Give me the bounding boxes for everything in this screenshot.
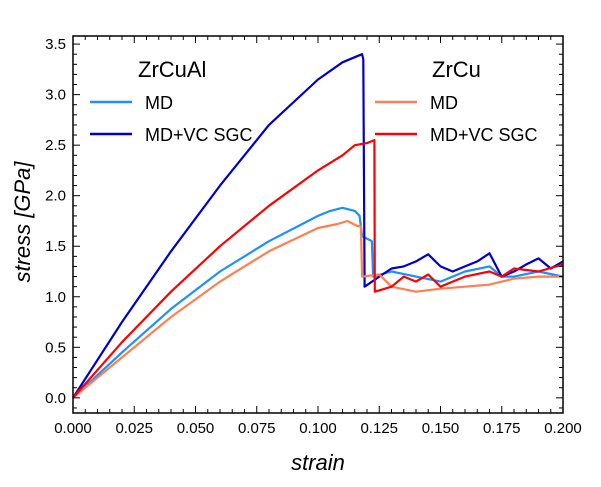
legend-title-zrcu: ZrCu: [432, 57, 481, 82]
y-tick-label: 1.0: [45, 289, 66, 306]
x-tick-label: 0.175: [483, 420, 521, 437]
x-tick-label: 0.150: [422, 420, 460, 437]
legend-label-zrcu-vc: MD+VC SGC: [430, 125, 538, 145]
series-line-2: [72, 219, 563, 399]
legend-label-zrcual-vc: MD+VC SGC: [145, 125, 253, 145]
series-line-0: [72, 206, 564, 399]
y-tick-label: 3.0: [45, 87, 66, 104]
y-tick-label: 3.5: [45, 36, 66, 53]
y-tick-label: 2.0: [45, 188, 66, 205]
series-line-3: [72, 139, 564, 399]
x-tick-label: 0.050: [177, 420, 215, 437]
series-line-1: [72, 53, 564, 399]
legend-label-zrcual-md: MD: [145, 93, 173, 113]
x-tick-label: 0.200: [544, 420, 582, 437]
y-tick-label: 2.5: [45, 137, 66, 154]
x-tick-label: 0.125: [360, 420, 398, 437]
legend-zrcual: ZrCuAl MD MD+VC SGC: [90, 57, 253, 145]
series-layer: [72, 53, 564, 399]
x-tick-label: 0.025: [115, 420, 153, 437]
ticks-layer: 0.000 0.025 0.050 0.075 0.100 0.125 0.150 0.175…: [45, 36, 582, 437]
x-tick-label: 0.000: [54, 420, 92, 437]
y-axis-label: stress [GPa]: [10, 161, 35, 283]
legend-label-zrcu-md: MD: [430, 93, 458, 113]
legend-zrcu: ZrCu MD MD+VC SGC: [375, 57, 538, 145]
y-tick-label: 0.0: [45, 390, 66, 407]
x-tick-label: 0.100: [299, 420, 337, 437]
x-tick-label: 0.075: [238, 420, 276, 437]
y-tick-label: 1.5: [45, 238, 66, 255]
y-tick-label: 0.5: [45, 339, 66, 356]
legend-title-zrcual: ZrCuAl: [138, 57, 206, 82]
x-axis-label: strain: [291, 450, 345, 475]
